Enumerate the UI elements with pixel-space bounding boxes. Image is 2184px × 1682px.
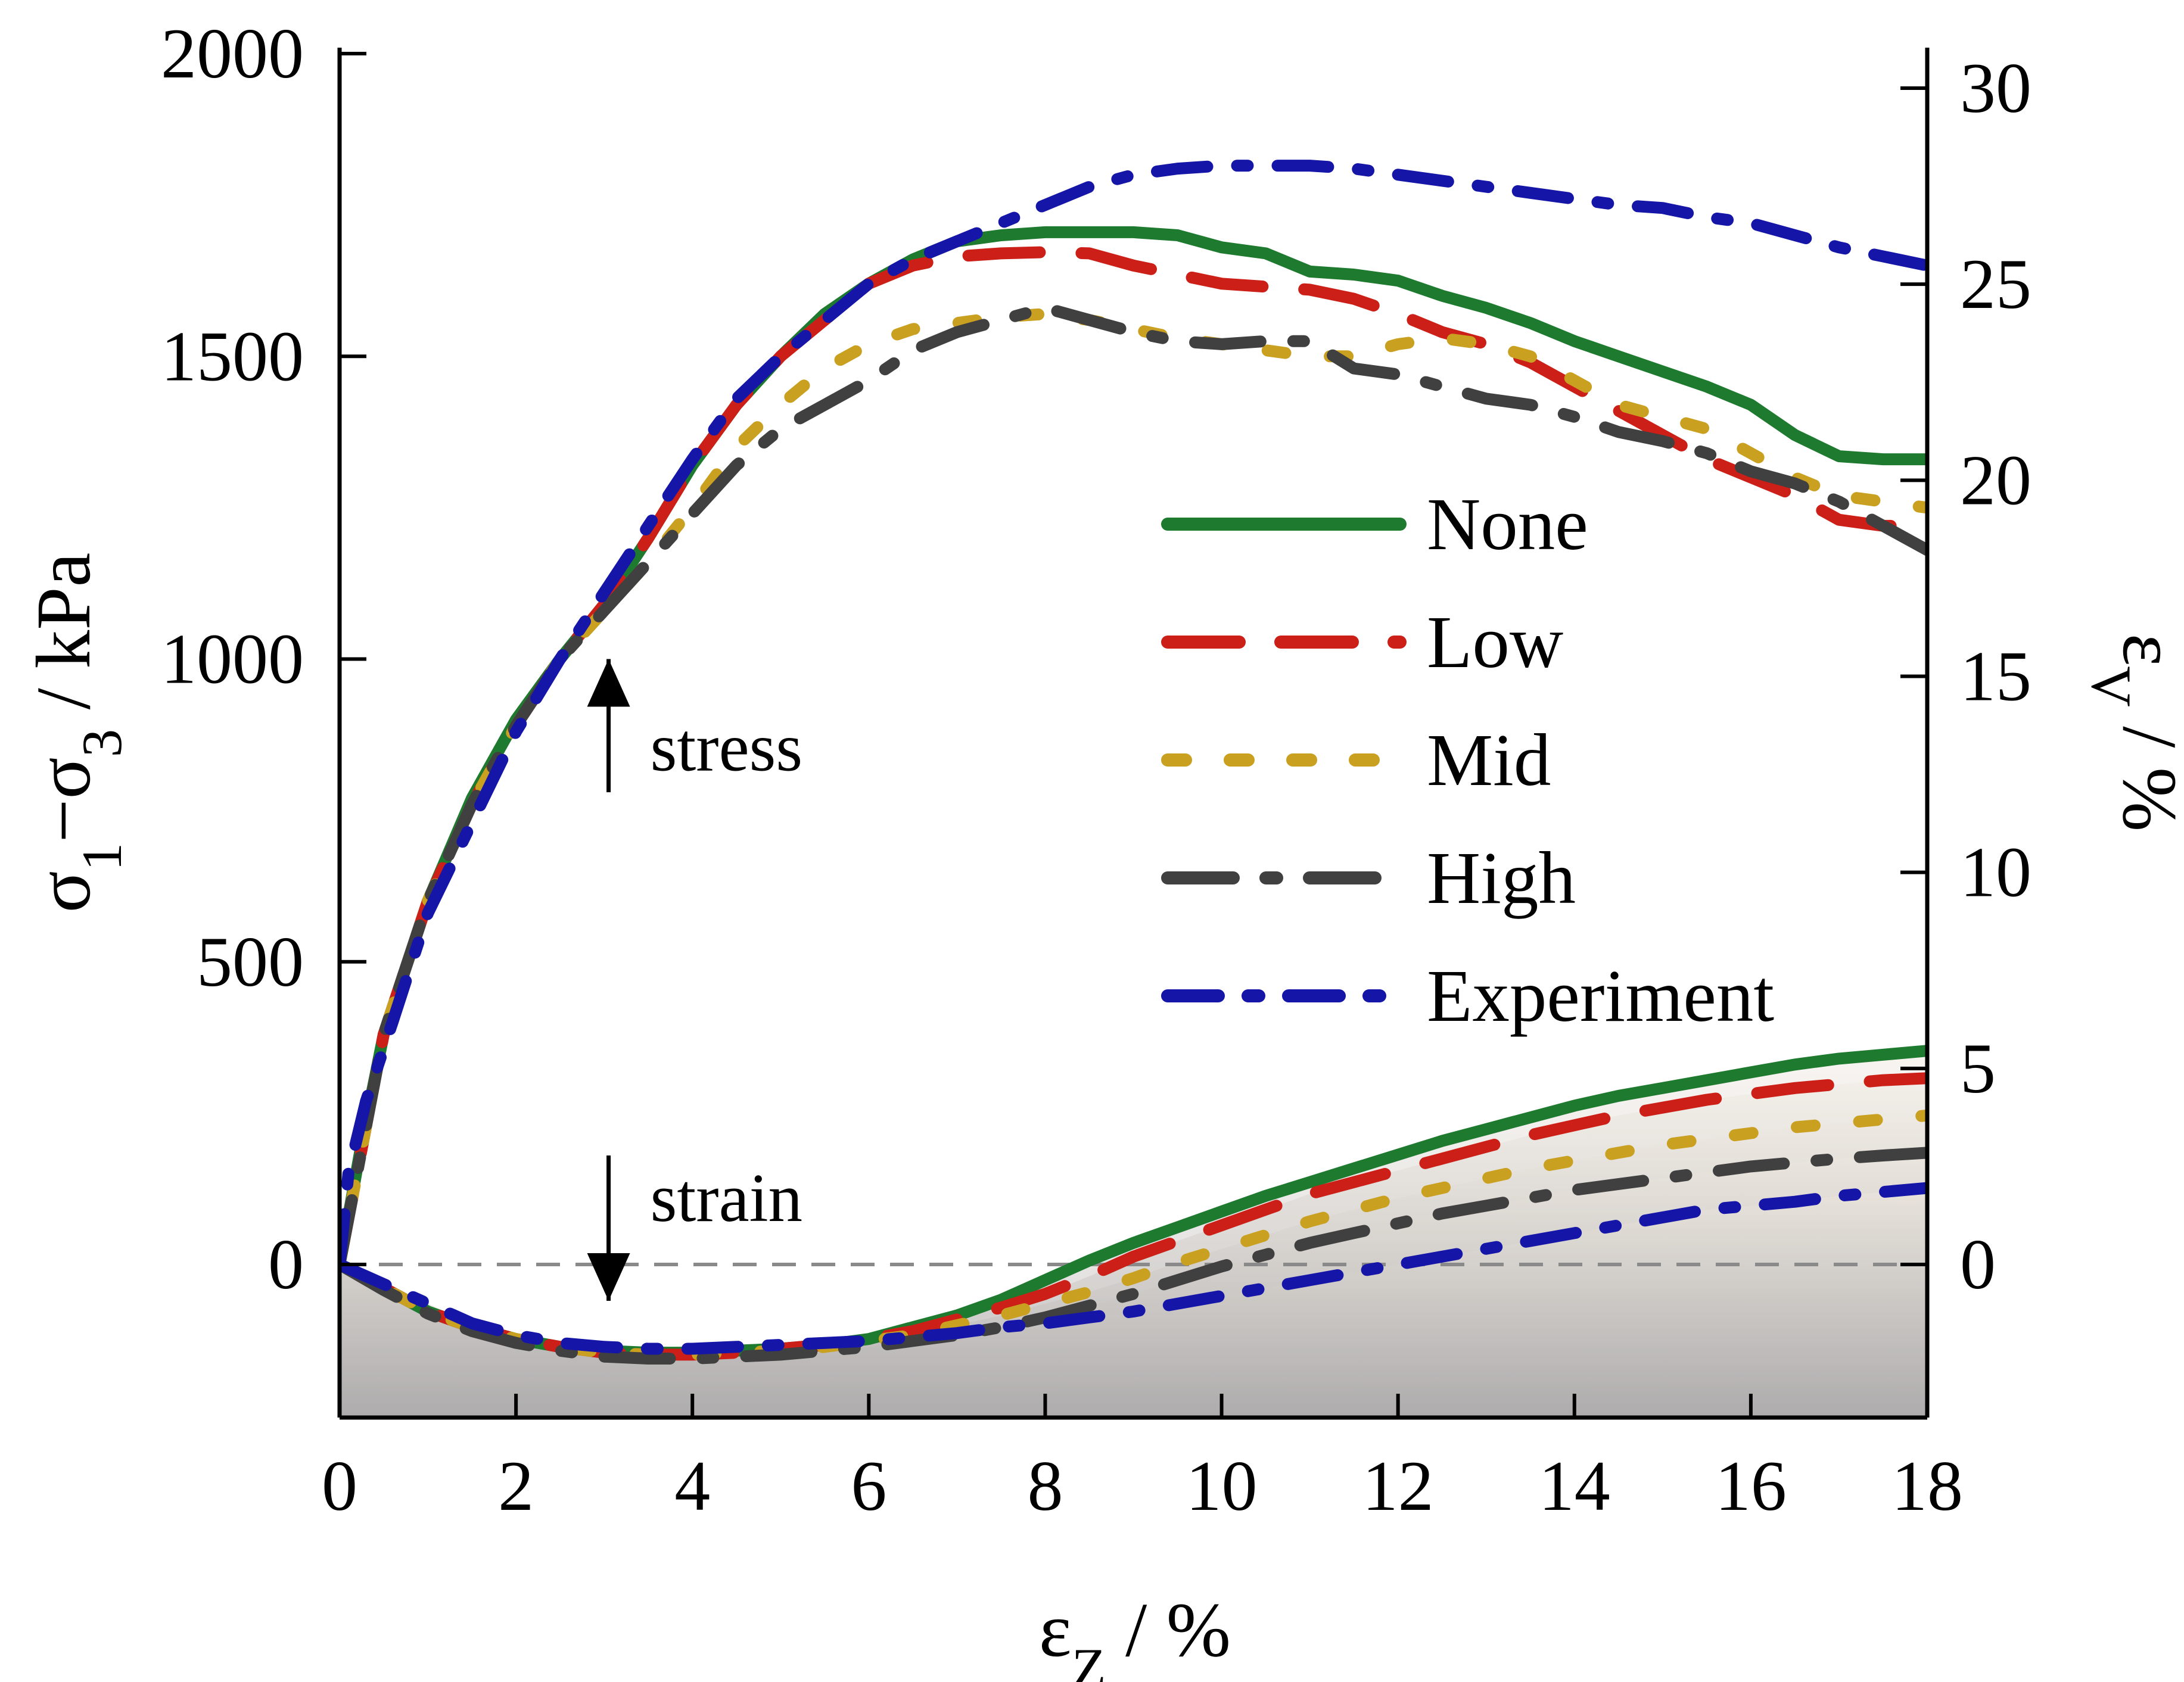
legend-item-none: None	[1161, 484, 1588, 566]
annotation-stress: stress	[587, 659, 803, 793]
x-tick-label: 10	[1186, 1446, 1258, 1525]
strain-shaded-area	[340, 1051, 1927, 1418]
series-layer	[340, 160, 1927, 1365]
x-axis-label-rest: / %	[1106, 1587, 1231, 1673]
strain-arrow-head	[587, 1253, 630, 1301]
x-tick-label: 8	[1027, 1446, 1063, 1525]
series-mid-strain-line	[340, 1109, 1927, 1361]
x-tick-label: 16	[1715, 1446, 1787, 1525]
y-left-tick-label: 0	[268, 1225, 304, 1304]
y-right-label-sub: V	[2080, 666, 2143, 707]
y-left-label-mid: −σ	[21, 757, 107, 842]
y-right-tick-label: 15	[1960, 637, 2031, 716]
tick-layer: 0 2 4 6 8 10 12 14 16 18 0 500 1000 1500 2000 0 5 10 15 20 2…	[161, 14, 2031, 1525]
x-tick-label: 0	[322, 1446, 357, 1525]
x-tick-label: 18	[1891, 1446, 1963, 1525]
y-left-axis-label: σ1−σ3 / kPa	[21, 553, 133, 913]
series-experiment-strain-line	[340, 1182, 1927, 1355]
y-right-axis-label: εV / %	[2080, 634, 2184, 832]
y-left-label-rest: / kPa	[21, 553, 107, 729]
y-left-label-s1: σ	[21, 871, 107, 912]
y-right-tick-label: 20	[1960, 440, 2031, 519]
legend-label: High	[1427, 837, 1576, 920]
x-axis-label: εZ / %	[1039, 1587, 1231, 1682]
legend-item-low: Low	[1161, 602, 1563, 684]
x-tick-label: 12	[1362, 1446, 1434, 1525]
annotations: stress strain	[587, 659, 803, 1301]
series-high-stress-line	[340, 301, 1927, 1270]
x-axis-label-base: ε	[1039, 1587, 1072, 1673]
x-tick-label: 2	[498, 1446, 534, 1525]
legend-label: Low	[1427, 602, 1563, 684]
y-right-tick-label: 5	[1960, 1029, 1996, 1108]
annotation-strain: strain	[587, 1155, 803, 1301]
y-right-label-base: ε	[2107, 634, 2184, 666]
annotation-label-stress: stress	[651, 709, 803, 785]
y-left-tick-label: 2000	[161, 14, 304, 93]
x-axis-label-sub: Z	[1072, 1637, 1106, 1682]
y-left-label-sub3: 3	[70, 729, 133, 758]
annotation-label-strain: strain	[651, 1160, 803, 1236]
legend-label: Mid	[1427, 719, 1551, 802]
series-experiment-stress-line	[340, 160, 1927, 1270]
y-right-tick-label: 10	[1960, 833, 2031, 912]
legend-label: Experiment	[1427, 955, 1774, 1038]
x-tick-label: 4	[674, 1446, 710, 1525]
legend-item-experiment: Experiment	[1161, 955, 1774, 1038]
y-left-tick-label: 1500	[161, 316, 304, 395]
series-high-strain-line	[340, 1147, 1927, 1365]
legend-item-mid: Mid	[1161, 719, 1551, 802]
x-tick-label: 14	[1539, 1446, 1610, 1525]
y-right-tick-label: 25	[1960, 244, 2031, 323]
y-left-tick-label: 500	[197, 922, 304, 1001]
stress-arrow-head	[587, 659, 630, 707]
legend-item-high: High	[1161, 837, 1576, 920]
x-tick-label: 6	[851, 1446, 886, 1525]
axes	[337, 48, 1930, 1420]
y-left-tick-label: 1000	[161, 619, 304, 699]
y-right-label-rest: / %	[2107, 707, 2184, 831]
legend: None Low Mid High Experiment	[1161, 484, 1774, 1038]
y-right-tick-label: 0	[1960, 1225, 1996, 1304]
y-right-tick-label: 30	[1960, 48, 2031, 127]
y-left-label-sub1: 1	[70, 843, 133, 871]
legend-label: None	[1427, 484, 1588, 566]
